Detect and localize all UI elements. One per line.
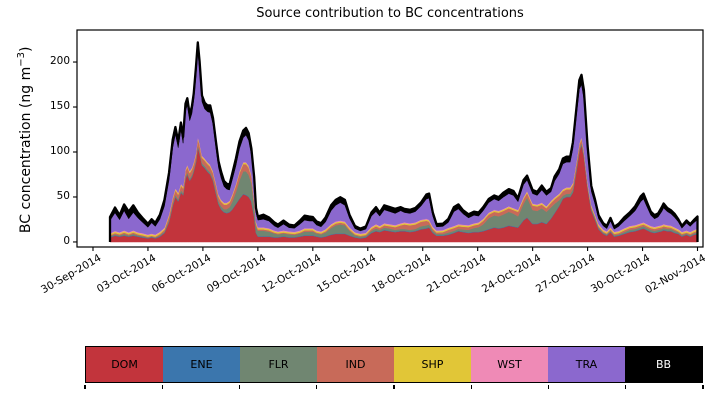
legend-label-TRA: TRA — [575, 358, 598, 371]
legend-tick-mark — [84, 384, 86, 389]
legend-tick-mark — [470, 384, 472, 389]
legend-label-FLR: FLR — [268, 358, 289, 371]
y-tick-label: 100 — [49, 144, 70, 157]
y-tick-label: 200 — [49, 55, 70, 68]
legend-tick-mark — [393, 384, 395, 389]
legend-item-DOM: DOM — [86, 347, 163, 382]
legend-item-ENE: ENE — [163, 347, 240, 382]
legend-label-ENE: ENE — [190, 358, 213, 371]
y-tick-label: 50 — [56, 189, 70, 202]
legend-item-IND: IND — [317, 347, 394, 382]
y-axis-label-close: ) — [17, 46, 34, 53]
legend-tick-mark — [702, 384, 704, 389]
total-outline — [108, 41, 699, 242]
legend-label-SHP: SHP — [421, 358, 444, 371]
legend-label-WST: WST — [497, 358, 522, 371]
chart-title: Source contribution to BC concentrations — [256, 6, 524, 21]
legend-tick-mark — [625, 384, 627, 389]
y-tick-label: 150 — [49, 100, 70, 112]
legend-item-WST: WST — [471, 347, 548, 382]
legend-label-BB: BB — [655, 358, 672, 371]
legend-strip: DOM ENE FLR IND SHP WST TRA BB — [85, 346, 703, 383]
legend-item-TRA: TRA — [548, 347, 625, 382]
legend-tick-mark — [161, 384, 163, 389]
legend-item-BB: BB — [625, 347, 702, 382]
legend-tick-mark — [238, 384, 241, 389]
y-axis-label-exponent: −3 — [16, 52, 28, 67]
legend-item-SHP: SHP — [394, 347, 471, 382]
legend-label-DOM: DOM — [111, 358, 138, 371]
plot-border — [76, 29, 704, 248]
y-tick-label: 0 — [63, 234, 70, 247]
legend-item-FLR: FLR — [240, 347, 317, 382]
legend-tick-mark — [547, 384, 550, 389]
legend-label-IND: IND — [345, 358, 366, 371]
legend-tick-mark — [316, 384, 318, 389]
